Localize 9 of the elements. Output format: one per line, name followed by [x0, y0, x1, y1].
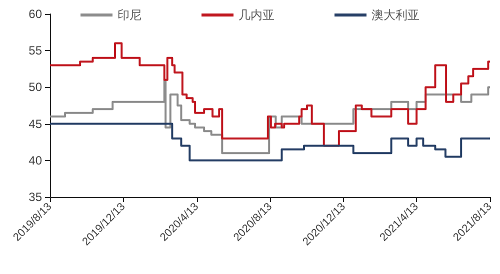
y-tick-label: 55 — [28, 44, 42, 58]
y-tick-label: 45 — [28, 116, 42, 131]
y-tick-label: 60 — [28, 7, 42, 21]
y-tick-label: 50 — [28, 80, 42, 94]
y-tick-label: 35 — [28, 190, 42, 204]
legend-label: 几内亚 — [238, 8, 274, 22]
y-tick-label: 40 — [28, 153, 42, 168]
legend-label: 印尼 — [118, 8, 142, 22]
legend-label: 澳大利亚 — [372, 8, 420, 22]
